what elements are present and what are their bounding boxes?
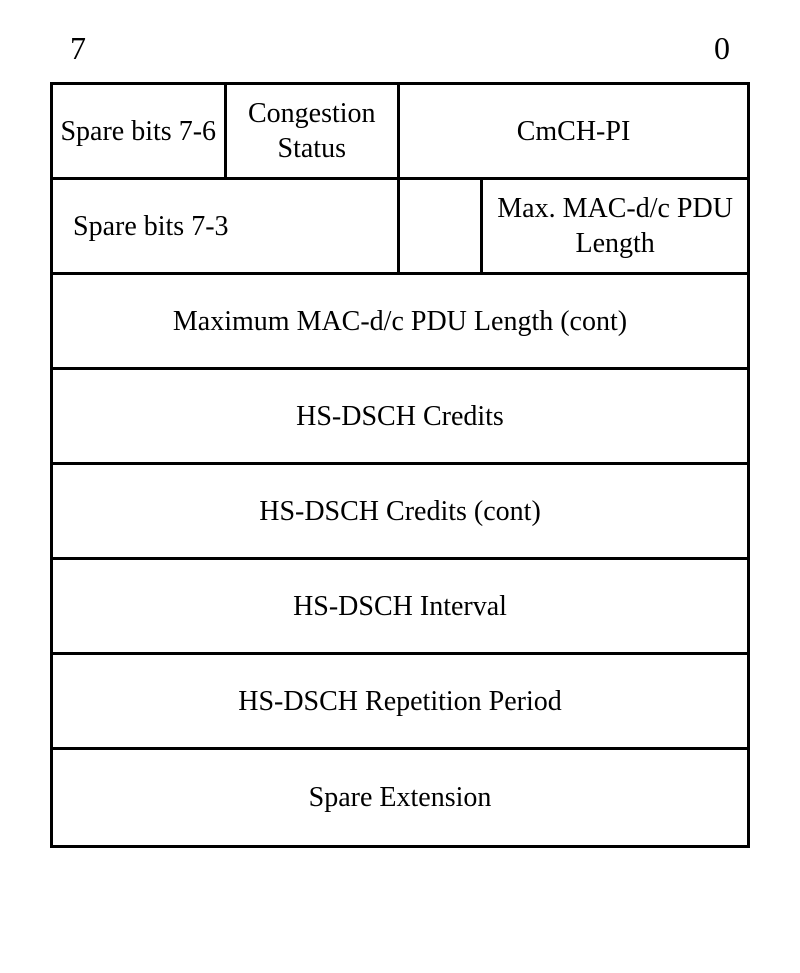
- field-hs-dsch-credits: HS-DSCH Credits: [53, 370, 747, 462]
- frame-row-8: Spare Extension: [53, 750, 747, 845]
- field-congestion-status: Congestion Status: [227, 85, 401, 177]
- frame-row-2: Spare bits 7-3 Max. MAC-d/c PDU Length: [53, 180, 747, 275]
- field-hs-dsch-credits-cont: HS-DSCH Credits (cont): [53, 465, 747, 557]
- frame-row-3: Maximum MAC-d/c PDU Length (cont): [53, 275, 747, 370]
- field-cmch-pi: CmCH-PI: [400, 85, 747, 177]
- frame-row-1: Spare bits 7-6 Congestion Status CmCH-PI: [53, 85, 747, 180]
- field-max-mac-dc-pdu-length-cont: Maximum MAC-d/c PDU Length (cont): [53, 275, 747, 367]
- bit-index-header: 7 0: [50, 30, 750, 82]
- frame-row-6: HS-DSCH Interval: [53, 560, 747, 655]
- frame-format-table: Spare bits 7-6 Congestion Status CmCH-PI…: [50, 82, 750, 848]
- field-hs-dsch-repetition-period: HS-DSCH Repetition Period: [53, 655, 747, 747]
- frame-row-7: HS-DSCH Repetition Period: [53, 655, 747, 750]
- bit-index-left: 7: [70, 30, 86, 67]
- field-hs-dsch-interval: HS-DSCH Interval: [53, 560, 747, 652]
- field-spare-extension: Spare Extension: [53, 750, 747, 845]
- field-max-mac-dc-pdu-length: Max. MAC-d/c PDU Length: [483, 180, 747, 272]
- field-spare-bits-7-6: Spare bits 7-6: [53, 85, 227, 177]
- bit-index-right: 0: [714, 30, 730, 67]
- frame-row-4: HS-DSCH Credits: [53, 370, 747, 465]
- frame-row-5: HS-DSCH Credits (cont): [53, 465, 747, 560]
- field-spare-bits-7-3: Spare bits 7-3: [53, 180, 400, 272]
- field-empty-gap: [400, 180, 483, 272]
